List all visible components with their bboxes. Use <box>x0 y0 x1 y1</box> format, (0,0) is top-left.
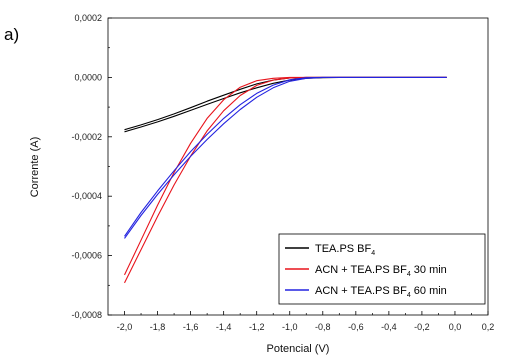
x-axis-label: Potencial (V) <box>267 343 330 355</box>
x-tick-label: -0,4 <box>381 322 397 332</box>
series-line-3-sweep-2 <box>124 76 447 237</box>
legend-entry: ACN + TEA.PS BF4 30 min <box>315 264 447 278</box>
y-tick-label: -0,0008 <box>71 310 102 320</box>
x-tick-label: -2,0 <box>117 322 133 332</box>
series-line-1-sweep-1 <box>124 76 447 133</box>
x-tick-label: -1,2 <box>249 322 265 332</box>
y-tick-label: -0,0002 <box>71 132 102 142</box>
panel-label: a) <box>4 25 19 44</box>
series-layer <box>124 76 447 284</box>
legend: TEA.PS BF4 ACN + TEA.PS BF4 30 min ACN + T… <box>278 233 486 305</box>
x-tick-label: -0,2 <box>414 322 430 332</box>
x-tick-label: -0,6 <box>348 322 364 332</box>
y-tick-label: 0,0002 <box>74 13 102 23</box>
y-tick-label: -0,0004 <box>71 191 102 201</box>
y-tick-label: -0,0006 <box>71 251 102 261</box>
legend-entry: TEA.PS BF4 <box>315 243 375 257</box>
series-line-1-sweep-2 <box>124 76 447 131</box>
x-tick-label: -0,8 <box>315 322 331 332</box>
x-tick-label: -1,4 <box>216 322 232 332</box>
x-axis: -2,0 -1,8 -1,6 -1,4 -1,2 -1,0 -0,8 -0,6 -0,4 -0,2… <box>117 311 494 332</box>
legend-box <box>278 233 486 305</box>
y-tick-label: 0,0000 <box>74 72 102 82</box>
x-tick-label: 0,2 <box>482 322 495 332</box>
legend-entry: ACN + TEA.PS BF4 60 min <box>315 285 447 299</box>
x-tick-label: -1,8 <box>150 322 166 332</box>
x-tick-label: -1,6 <box>183 322 199 332</box>
y-axis: -0,0008 -0,0006 -0,0004 -0,0002 0,0000 0,0002 <box>71 13 112 320</box>
y-axis-label: Corrente (A) <box>29 137 41 198</box>
x-tick-label: -1,0 <box>282 322 298 332</box>
series-line-3-sweep-1 <box>124 76 447 239</box>
x-tick-label: 0,0 <box>449 322 462 332</box>
